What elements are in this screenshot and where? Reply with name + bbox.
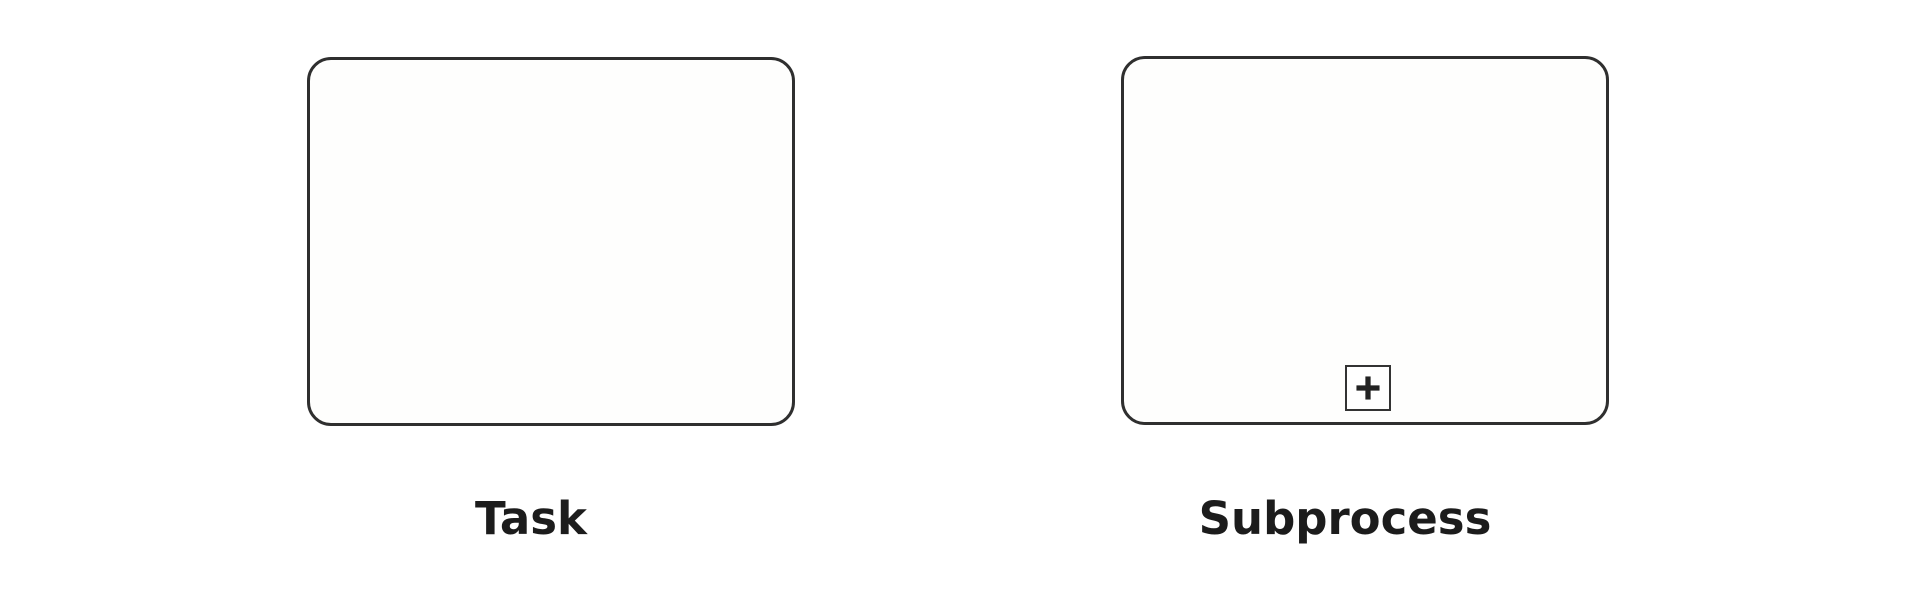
plus-icon: [1356, 376, 1380, 400]
collapsed-subprocess-marker: [1345, 365, 1391, 411]
task-shape: [307, 57, 795, 426]
subprocess-shape: [1121, 56, 1609, 425]
task-label: Task: [475, 492, 587, 545]
subprocess-label: Subprocess: [1198, 492, 1492, 545]
